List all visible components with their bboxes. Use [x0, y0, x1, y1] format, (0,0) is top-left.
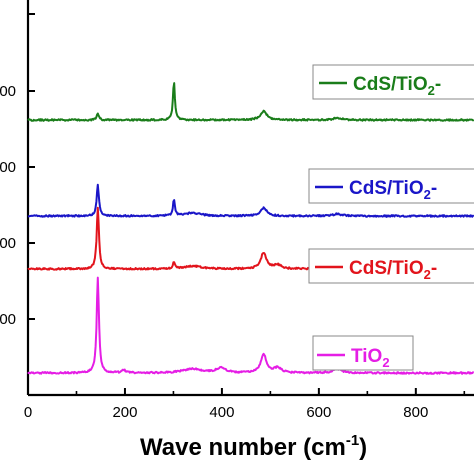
legend-label: CdS/TiO2-: [353, 74, 441, 98]
x-tick-label: 600: [306, 404, 331, 421]
x-tick-label: 400: [209, 404, 234, 421]
legend-box: [308, 248, 474, 284]
series-line-cds_tio2_b: [27, 183, 474, 218]
x-tick-label: 800: [403, 404, 428, 421]
legend-box: [312, 335, 414, 371]
legend-item-tio2: TiO2: [312, 335, 414, 371]
legend-label: CdS/TiO2-: [349, 258, 437, 282]
x-axis-label: Wave number (cm-1): [140, 432, 367, 461]
y-tick-label: 00: [0, 159, 16, 176]
x-tick-label: 0: [24, 404, 32, 421]
axes: 0 200 400 600 800 00 00 00 00: [0, 0, 474, 421]
legend-item-cds_tio2_b: CdS/TiO2-: [308, 168, 474, 204]
legend: TiO2 CdS/TiO2- CdS/TiO2- CdS/TiO2-: [308, 64, 474, 371]
series-line-tio2: [27, 276, 474, 375]
legend-item-cds_tio2_a: CdS/TiO2-: [308, 248, 474, 284]
y-tick-label: 00: [0, 83, 16, 100]
legend-label: CdS/TiO2-: [349, 178, 437, 202]
y-tick-label: 00: [0, 311, 16, 328]
legend-item-cds_tio2_c: CdS/TiO2-: [312, 64, 474, 100]
legend-label: TiO2: [351, 346, 390, 370]
x-tick-label: 200: [112, 404, 137, 421]
series-layer: [27, 82, 474, 375]
y-tick-label: 00: [0, 235, 16, 252]
series-line-cds_tio2_c: [27, 82, 474, 122]
